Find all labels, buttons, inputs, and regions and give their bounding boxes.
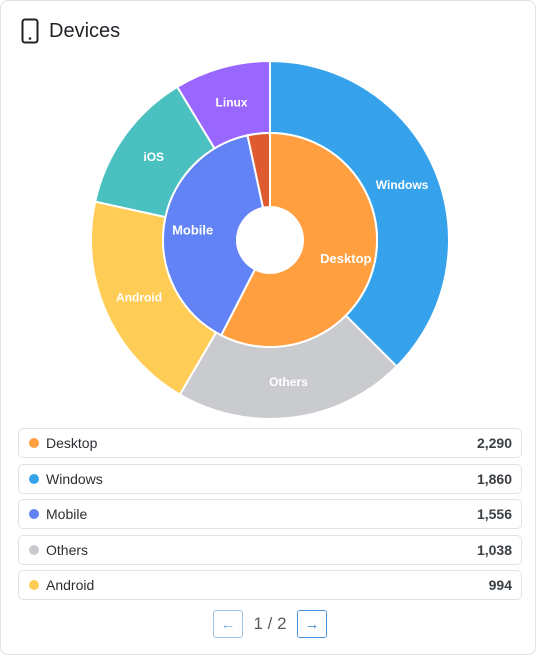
legend-value: 1,038 [476, 541, 512, 558]
legend-dot [29, 509, 39, 520]
inner-label-desktop: Desktop [320, 251, 371, 266]
legend-item-mobile[interactable]: Mobile 1,556 [18, 499, 522, 530]
legend-dot [29, 544, 39, 555]
legend-item-windows[interactable]: Windows 1,860 [18, 463, 522, 494]
legend-label: Android [46, 577, 95, 594]
outer-label-windows: Windows [376, 178, 429, 192]
legend-label: Windows [46, 470, 103, 487]
legend-value: 1,860 [476, 470, 512, 487]
legend-label: Mobile [46, 506, 88, 523]
outer-ring [90, 59, 450, 420]
outer-label-others: Others [269, 375, 308, 389]
legend-dot [29, 473, 39, 484]
outer-label-android: Android [116, 290, 162, 304]
next-page-button[interactable]: → [297, 610, 327, 638]
outer-label-ios: iOS [143, 150, 164, 164]
legend-item-others[interactable]: Others 1,038 [18, 534, 522, 565]
legend-label: Others [46, 541, 89, 558]
legend-label: Desktop [46, 435, 98, 451]
legend-item-android[interactable]: Android 994 [18, 570, 522, 601]
segment-labels: Windows Others Android iOS Linux Desktop Mobil… [116, 95, 429, 389]
legend-value: 1,556 [476, 506, 512, 523]
devices-sunburst-chart: Windows Others Android iOS Linux Desktop Mobil… [90, 59, 450, 420]
legend-pagination: ← 1 / 2 → [213, 610, 327, 638]
card-header: Devices [21, 17, 120, 45]
legend-item-desktop[interactable]: Desktop 2,290 [18, 428, 522, 458]
inner-segment-other[interactable] [246, 131, 271, 209]
inner-label-mobile: Mobile [172, 222, 213, 237]
legend-value: 994 [488, 577, 512, 594]
legend-dot [29, 438, 39, 448]
outer-label-linux: Linux [216, 95, 248, 109]
inner-segment-mobile[interactable] [162, 134, 265, 337]
legend-list: Desktop 2,290 Windows 1,860 Mobile 1,556… [18, 428, 522, 606]
smartphone-icon [21, 18, 39, 44]
inner-segment-desktop[interactable] [219, 131, 378, 348]
legend-value: 2,290 [476, 435, 512, 451]
card-title: Devices [49, 19, 121, 42]
legend-dot [29, 580, 39, 591]
inner-ring [162, 131, 378, 348]
prev-page-button[interactable]: ← [213, 610, 243, 638]
page-indicator: 1 / 2 [253, 614, 287, 633]
